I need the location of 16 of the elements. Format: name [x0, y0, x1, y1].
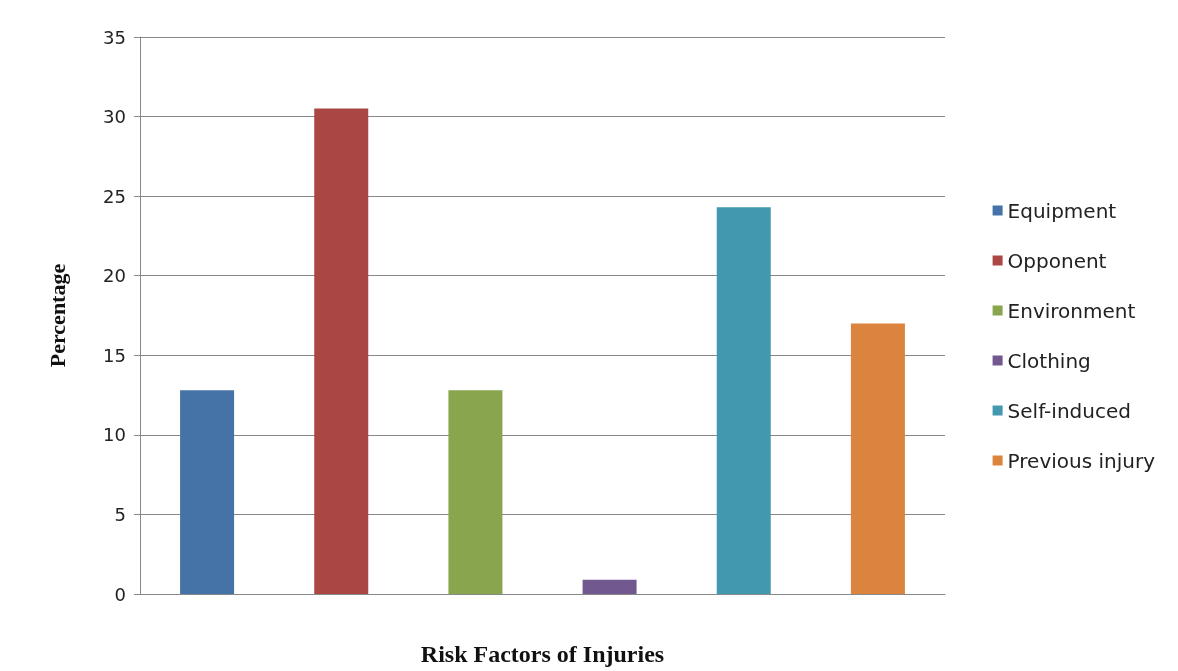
y-tick-label: 10 — [103, 424, 126, 446]
y-tick-label: 35 — [103, 26, 126, 48]
y-tick-label: 0 — [114, 583, 126, 605]
legend-label: Opponent — [1007, 248, 1107, 273]
legend-label: Previous injury — [1007, 448, 1156, 473]
y-tick-label: 15 — [103, 344, 126, 366]
y-axis-title: Percentage — [44, 263, 70, 368]
legend-label: Self-induced — [1007, 398, 1131, 423]
y-tick-label: 20 — [103, 265, 126, 287]
legend-label: Clothing — [1007, 348, 1091, 373]
legend-label: Equipment — [1007, 198, 1117, 223]
y-tick-label: 25 — [103, 185, 126, 207]
x-axis-title: Risk Factors of Injuries — [420, 641, 665, 667]
legend-label: Environment — [1007, 298, 1136, 323]
y-tick-label: 5 — [114, 503, 126, 525]
y-tick-label: 30 — [103, 106, 126, 128]
